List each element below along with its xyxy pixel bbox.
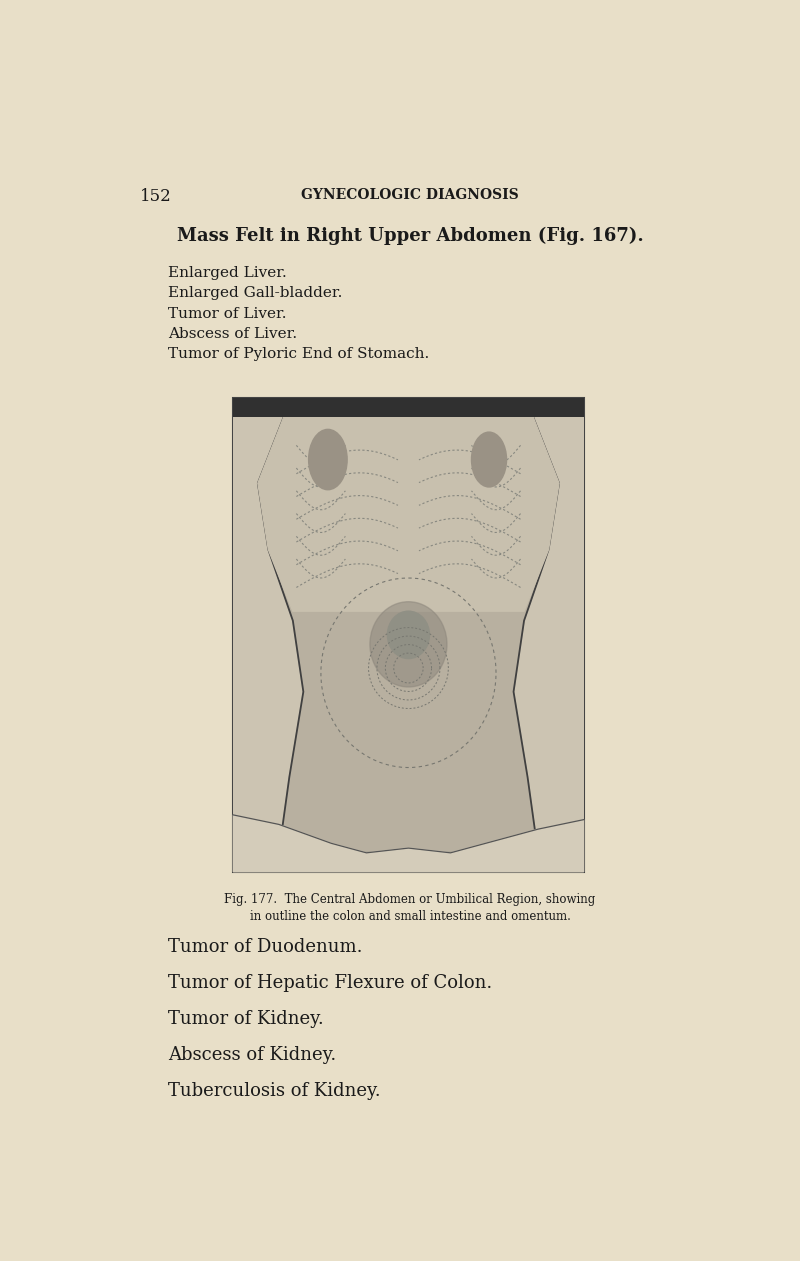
Text: Fig. 177.  The Central Abdomen or Umbilical Region, showing: Fig. 177. The Central Abdomen or Umbilic…	[224, 893, 596, 907]
Text: in outline the colon and small intestine and omentum.: in outline the colon and small intestine…	[250, 909, 570, 923]
Bar	[234, 398, 583, 871]
Text: Tumor of Kidney.: Tumor of Kidney.	[168, 1010, 324, 1028]
Bar	[234, 398, 583, 871]
Text: Tumor of Liver.: Tumor of Liver.	[168, 306, 286, 320]
Text: 152: 152	[140, 188, 172, 206]
Polygon shape	[234, 815, 583, 871]
Text: Tumor of Hepatic Flexure of Colon.: Tumor of Hepatic Flexure of Colon.	[168, 973, 493, 991]
Text: Tumor of Pyloric End of Stomach.: Tumor of Pyloric End of Stomach.	[168, 348, 430, 362]
Polygon shape	[258, 402, 559, 612]
Text: Mass Felt in Right Upper Abdomen (Fig. 167).: Mass Felt in Right Upper Abdomen (Fig. 1…	[177, 227, 643, 246]
Text: Abscess of Liver.: Abscess of Liver.	[168, 327, 298, 340]
Circle shape	[309, 430, 347, 489]
Text: Tumor of Duodenum.: Tumor of Duodenum.	[168, 938, 362, 956]
Ellipse shape	[387, 612, 430, 658]
Text: Tuberculosis of Kidney.: Tuberculosis of Kidney.	[168, 1082, 381, 1100]
Text: Enlarged Liver.: Enlarged Liver.	[168, 266, 287, 280]
Circle shape	[471, 433, 506, 487]
Bar	[234, 398, 583, 417]
Polygon shape	[258, 402, 559, 852]
Ellipse shape	[370, 601, 447, 687]
Text: Enlarged Gall-bladder.: Enlarged Gall-bladder.	[168, 286, 342, 300]
Text: Abscess of Kidney.: Abscess of Kidney.	[168, 1045, 337, 1063]
Text: GYNECOLOGIC DIAGNOSIS: GYNECOLOGIC DIAGNOSIS	[301, 188, 519, 202]
